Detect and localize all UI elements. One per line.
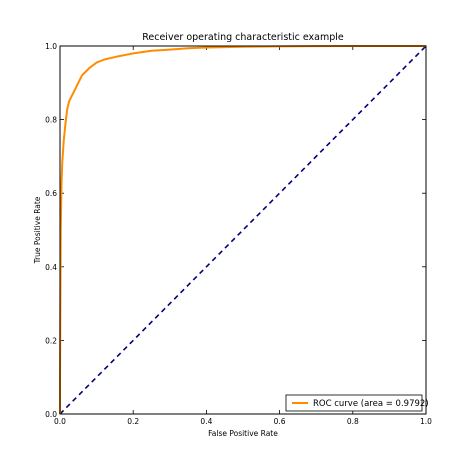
plot-frame	[59, 45, 427, 415]
y-tick-label: 0.6	[45, 189, 57, 198]
x-tick-label: 0.2	[127, 417, 139, 426]
diagonal-reference-line	[59, 45, 427, 415]
x-tick-label: 0.6	[274, 417, 286, 426]
legend-label-roc: ROC curve (area = 0.9792)	[313, 399, 429, 409]
x-tick-label: 0.0	[54, 417, 66, 426]
x-tick-label: 1.0	[420, 417, 432, 426]
ticks-layer: 0.0 0.2 0.4 0.6 0.8 1.0 0.0 0.2 0.4 0.6 0.8 1.0	[45, 42, 432, 426]
x-axis-label: False Positive Rate	[208, 429, 278, 438]
y-tick-label: 0.2	[45, 336, 57, 345]
legend-box	[285, 394, 423, 412]
roc-curve-line	[59, 45, 426, 414]
x-tick-label: 0.4	[200, 417, 212, 426]
y-axis-label: True Positive Rate	[33, 196, 42, 264]
legend: ROC curve (area = 0.9792)	[285, 394, 429, 412]
y-tick-label: 0.4	[45, 263, 57, 272]
y-tick-label: 0.0	[45, 410, 57, 419]
y-tick-label: 1.0	[45, 42, 57, 51]
y-tick-label: 0.8	[45, 116, 57, 125]
x-tick-label: 0.8	[347, 417, 359, 426]
series-layer	[59, 45, 427, 415]
chart-title: Receiver operating characteristic exampl…	[142, 32, 344, 43]
